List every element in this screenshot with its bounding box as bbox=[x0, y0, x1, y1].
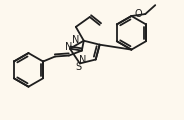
Text: N: N bbox=[72, 35, 80, 45]
Text: O: O bbox=[134, 9, 142, 19]
Text: S: S bbox=[76, 63, 82, 72]
Text: N: N bbox=[79, 55, 86, 65]
Text: N: N bbox=[65, 42, 72, 52]
